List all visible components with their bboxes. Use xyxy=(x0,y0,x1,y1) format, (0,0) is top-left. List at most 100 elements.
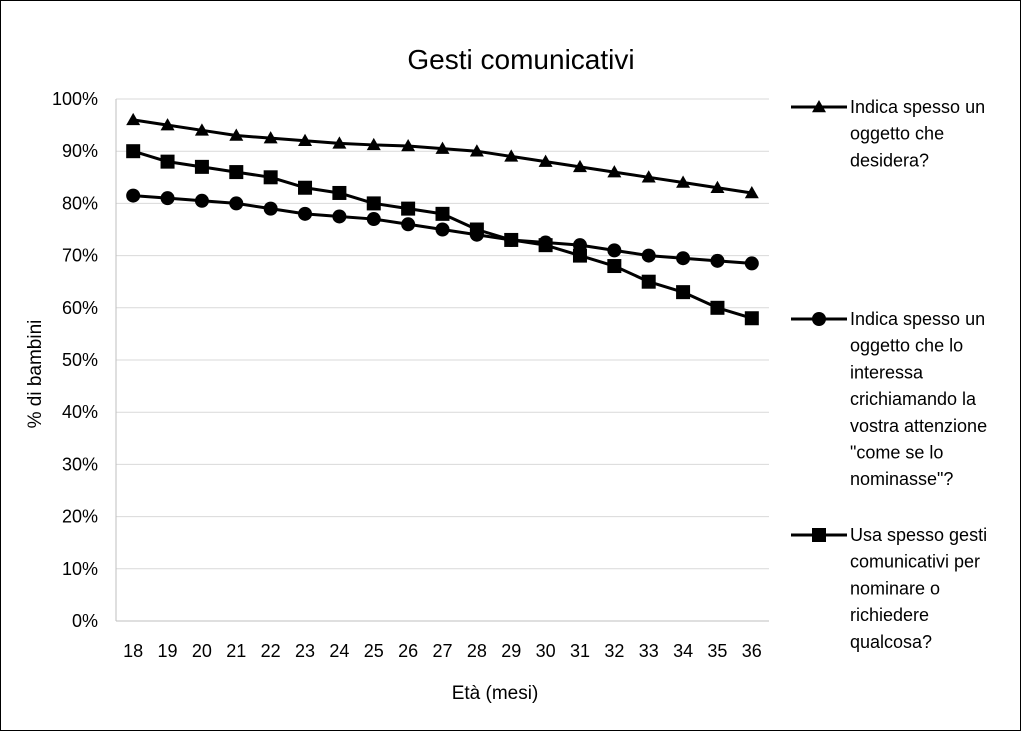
series-line xyxy=(132,118,753,195)
data-point xyxy=(676,285,691,300)
x-tick-label: 20 xyxy=(192,641,212,661)
data-point xyxy=(160,154,175,169)
data-point xyxy=(710,300,725,315)
x-tick-label: 28 xyxy=(467,641,487,661)
legend-label: "come se lo xyxy=(850,443,943,463)
triangle-icon xyxy=(812,100,826,113)
x-tick-label: 33 xyxy=(639,641,659,661)
x-tick-label: 30 xyxy=(536,641,556,661)
data-point xyxy=(126,144,141,159)
series-circle xyxy=(126,188,759,271)
legend-label: qualcosa? xyxy=(850,632,932,652)
data-point xyxy=(401,201,416,216)
y-tick-label: 10% xyxy=(62,559,98,579)
data-point xyxy=(504,149,519,162)
x-tick-label: 25 xyxy=(364,641,384,661)
data-point xyxy=(607,259,622,274)
y-tick-label: 100% xyxy=(52,89,98,109)
x-tick-label: 32 xyxy=(604,641,624,661)
y-tick-label: 80% xyxy=(62,193,98,213)
data-point xyxy=(298,206,313,221)
data-point xyxy=(332,136,347,149)
data-point xyxy=(401,217,416,232)
x-tick-labels: 18 19 20 21 22 23 24 25 26 27 28 29 30 31 32 33 34 35 36 xyxy=(123,641,762,661)
y-axis-title: % di bambini xyxy=(25,320,46,429)
series-lines xyxy=(126,112,759,326)
y-tick-label: 90% xyxy=(62,141,98,161)
data-point xyxy=(332,185,347,200)
x-tick-label: 19 xyxy=(158,641,178,661)
data-point xyxy=(126,188,141,203)
data-point xyxy=(744,185,759,199)
data-point xyxy=(572,159,587,173)
data-point xyxy=(194,123,209,136)
data-point xyxy=(366,212,381,227)
data-point xyxy=(607,165,622,178)
y-tick-label: 60% xyxy=(62,298,98,318)
legend-label: interessa xyxy=(850,362,924,382)
data-point xyxy=(435,141,450,154)
legend-entry-circle: Indica spesso un oggetto che lo interessa c… xyxy=(791,309,987,489)
y-tick-label: 50% xyxy=(62,350,98,370)
data-point xyxy=(744,256,759,271)
legend-label: comunicativi per xyxy=(850,552,980,572)
data-point xyxy=(298,180,313,195)
y-tick-label: 0% xyxy=(72,611,98,631)
data-point xyxy=(126,112,141,126)
data-point xyxy=(229,196,244,211)
circle-icon xyxy=(812,312,826,326)
data-point xyxy=(160,191,175,206)
data-point xyxy=(435,222,450,237)
y-tick-label: 70% xyxy=(62,246,98,266)
data-point xyxy=(572,248,587,263)
data-point xyxy=(263,201,278,216)
x-tick-label: 24 xyxy=(329,641,349,661)
data-point xyxy=(263,131,278,144)
series-square xyxy=(126,144,759,326)
x-tick-label: 29 xyxy=(501,641,521,661)
data-point xyxy=(607,243,622,258)
x-tick-label: 22 xyxy=(261,641,281,661)
legend-label: nominasse"? xyxy=(850,469,953,489)
legend-label: Usa spesso gesti xyxy=(850,525,987,545)
data-point xyxy=(504,232,519,247)
chart-title: Gesti comunicativi xyxy=(407,44,634,75)
axes xyxy=(115,99,769,622)
data-point xyxy=(710,180,725,193)
data-point xyxy=(366,196,381,211)
data-point xyxy=(538,238,553,253)
data-point xyxy=(194,193,209,208)
x-tick-label: 26 xyxy=(398,641,418,661)
data-point xyxy=(538,154,553,167)
legend-label: Indica spesso un xyxy=(850,97,985,117)
legend: Indica spesso un oggetto che desidera?Indi… xyxy=(791,97,987,652)
legend-label: nominare o xyxy=(850,578,940,598)
data-point xyxy=(229,165,244,180)
data-point xyxy=(401,138,416,152)
y-tick-label: 40% xyxy=(62,402,98,422)
legend-label: desidera? xyxy=(850,150,929,170)
x-tick-label: 34 xyxy=(673,641,693,661)
data-point xyxy=(332,209,347,224)
data-point xyxy=(744,311,759,326)
x-tick-label: 31 xyxy=(570,641,590,661)
y-tick-labels: 0% 10% 20% 30% 40% 50% 60% 70% 80% 90% 100% xyxy=(52,89,98,631)
data-point xyxy=(469,222,484,237)
x-tick-label: 23 xyxy=(295,641,315,661)
legend-label: oggetto che lo xyxy=(850,336,963,356)
y-tick-label: 20% xyxy=(62,507,98,527)
data-point xyxy=(229,128,244,141)
legend-entry-triangle: Indica spesso un oggetto che desidera? xyxy=(791,97,985,170)
data-point xyxy=(641,170,656,183)
legend-label: oggetto che xyxy=(850,124,944,144)
series-triangle xyxy=(126,112,759,199)
data-point xyxy=(194,159,209,174)
x-tick-label: 21 xyxy=(226,641,246,661)
y-tick-label: 30% xyxy=(62,454,98,474)
legend-label: crichiamando la xyxy=(850,389,977,409)
legend-label: richiedere xyxy=(850,605,929,625)
data-point xyxy=(298,133,313,147)
legend-entry-square: Usa spesso gesti comunicativi per nominare… xyxy=(791,525,987,652)
